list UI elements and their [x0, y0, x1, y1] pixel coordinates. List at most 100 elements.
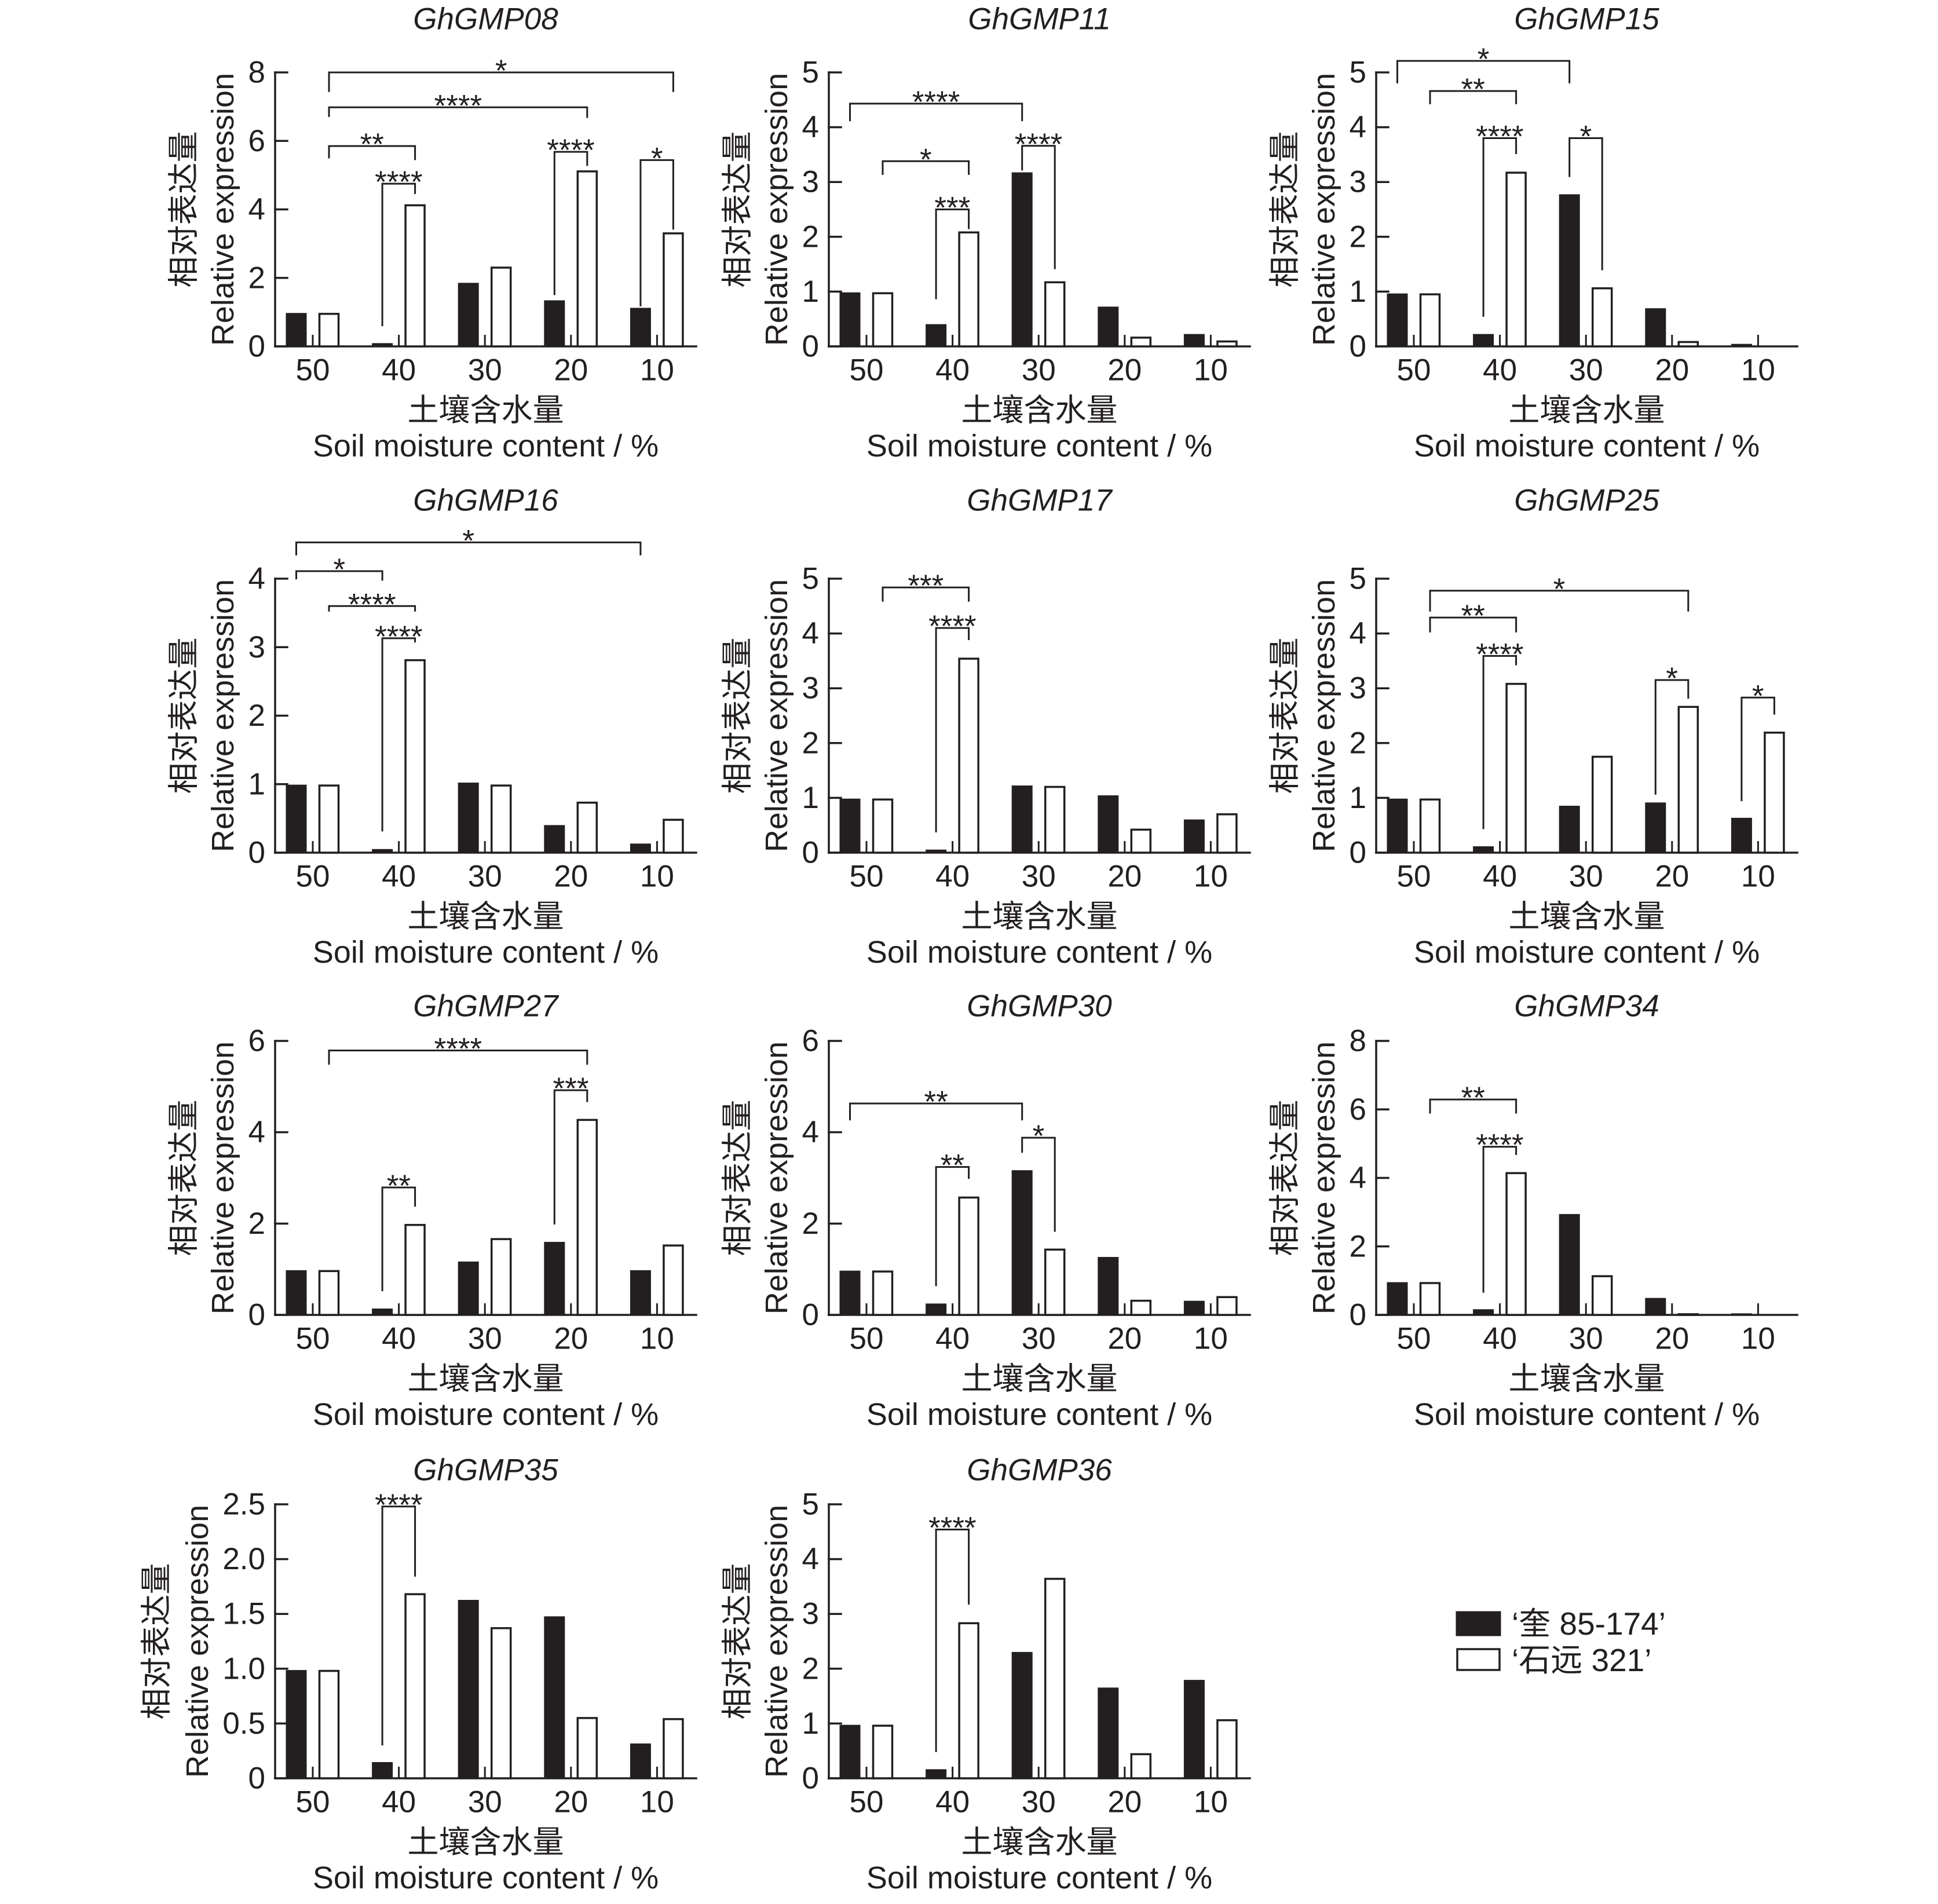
- significance-label: ***: [553, 1072, 589, 1106]
- x-tick-label: 30: [1022, 353, 1056, 388]
- bar-shiyuan-321: [1044, 1248, 1066, 1316]
- y-tick-label: 0: [802, 1762, 819, 1796]
- significance-label: **: [924, 1085, 948, 1119]
- significance-bracket: [1021, 1136, 1056, 1232]
- bar-kui-85-174: [286, 1670, 307, 1779]
- bar-shiyuan-321: [1505, 1172, 1527, 1316]
- bar-kui-85-174: [1183, 1300, 1205, 1316]
- y-tick-label: 4: [248, 1115, 265, 1149]
- x-tick-label: 40: [382, 1322, 416, 1356]
- x-tick-label: 20: [554, 1322, 588, 1356]
- x-tick-label: 30: [1569, 860, 1603, 894]
- bar-kui-85-174: [1387, 293, 1408, 348]
- y-tick-label: 5: [802, 56, 819, 90]
- significance-bracket: [639, 159, 674, 306]
- significance-label: ****: [1476, 637, 1524, 671]
- bar-shiyuan-321: [318, 313, 340, 348]
- bar-shiyuan-321: [872, 798, 894, 854]
- bar-kui-85-174: [1387, 1282, 1408, 1316]
- x-axis-label-cn: 土壤含水量: [408, 898, 564, 935]
- significance-bracket: [553, 151, 588, 295]
- x-tick-label: 50: [1397, 1322, 1431, 1356]
- bar-kui-85-174: [1731, 1313, 1752, 1316]
- bar-shiyuan-321: [1044, 785, 1066, 854]
- significance-label: ****: [547, 133, 595, 167]
- significance-bracket: [935, 627, 970, 832]
- x-tick-label: 50: [850, 1322, 884, 1356]
- bar-kui-85-174: [544, 825, 565, 854]
- x-tick-label: 50: [1397, 860, 1431, 894]
- bar-kui-85-174: [458, 1261, 479, 1316]
- legend-swatch-outline: [1456, 1648, 1501, 1671]
- y-tick-label: 3: [1350, 671, 1366, 706]
- significance-label: ****: [375, 1488, 423, 1522]
- y-tick-label: 0: [248, 836, 265, 870]
- x-axis-label: Soil moisture content / %: [866, 429, 1212, 463]
- bar-shiyuan-321: [1216, 813, 1238, 854]
- significance-label: ****: [928, 609, 977, 644]
- x-tick-label: 30: [1569, 353, 1603, 388]
- x-tick-label: 10: [1194, 860, 1228, 894]
- bar-kui-85-174: [1645, 802, 1666, 854]
- x-tick-label: 30: [1022, 1785, 1056, 1819]
- bar-kui-85-174: [839, 1724, 861, 1779]
- y-tick-label: 2: [248, 1207, 265, 1241]
- chart-title: GhGMP15: [1514, 2, 1659, 36]
- bar-kui-85-174: [286, 784, 307, 854]
- x-tick-label: 20: [1655, 353, 1689, 388]
- x-tick-label: 50: [296, 1322, 330, 1356]
- x-tick-label: 10: [1741, 860, 1775, 894]
- significance-bracket: [328, 1050, 588, 1065]
- y-tick-label: 2.0: [222, 1542, 265, 1576]
- bar-shiyuan-321: [1130, 1299, 1152, 1316]
- chart-title: GhGMP11: [968, 2, 1110, 36]
- y-tick-label: 0: [248, 330, 265, 364]
- significance-label: ****: [375, 620, 423, 654]
- bar-kui-85-174: [544, 1241, 565, 1316]
- y-tick-label: 1: [248, 767, 265, 801]
- bar-kui-85-174: [372, 1309, 393, 1316]
- bar-shiyuan-321: [958, 657, 979, 854]
- bar-kui-85-174: [372, 343, 393, 348]
- y-tick-label: 6: [1350, 1092, 1366, 1127]
- bar-shiyuan-321: [404, 204, 426, 348]
- y-tick-label: 4: [802, 1115, 819, 1149]
- y-tick-label: 2: [1350, 1229, 1366, 1263]
- x-axis-label: Soil moisture content / %: [1414, 1397, 1760, 1432]
- bar-kui-85-174: [630, 843, 651, 854]
- bar-kui-85-174: [630, 308, 651, 348]
- y-tick-label: 1: [802, 781, 819, 815]
- x-tick-label: 30: [468, 1785, 502, 1819]
- x-tick-label: 40: [1483, 860, 1517, 894]
- bar-kui-85-174: [458, 283, 479, 348]
- chart-title: GhGMP25: [1514, 484, 1659, 518]
- bar-shiyuan-321: [318, 784, 340, 854]
- y-tick-label: 8: [248, 56, 265, 90]
- y-tick-label: 5: [1350, 562, 1366, 596]
- y-tick-label: 4: [802, 110, 819, 144]
- bar-shiyuan-321: [1677, 1313, 1699, 1316]
- bar-kui-85-174: [1011, 785, 1033, 854]
- bar-kui-85-174: [1473, 846, 1494, 854]
- x-tick-label: 10: [1741, 1322, 1775, 1356]
- bar-shiyuan-321: [404, 1223, 426, 1316]
- y-tick-label: 2: [1350, 220, 1366, 254]
- y-tick-label: 6: [802, 1024, 819, 1058]
- bar-kui-85-174: [926, 849, 947, 854]
- significance-label: **: [941, 1149, 964, 1183]
- y-axis-label-cn: 相对表达量: [138, 1563, 175, 1720]
- y-tick-label: 6: [248, 1024, 265, 1058]
- bar-shiyuan-321: [404, 659, 426, 854]
- significance-bracket: [935, 209, 970, 299]
- legend: ‘奎 85-174’ ‘石远 321’: [1456, 1606, 1666, 1678]
- y-tick-label: 0: [1350, 1298, 1366, 1332]
- bar-shiyuan-321: [1677, 706, 1699, 854]
- bar-kui-85-174: [1559, 806, 1580, 854]
- chart-title: GhGMP30: [967, 989, 1112, 1024]
- bar-shiyuan-321: [490, 1238, 512, 1316]
